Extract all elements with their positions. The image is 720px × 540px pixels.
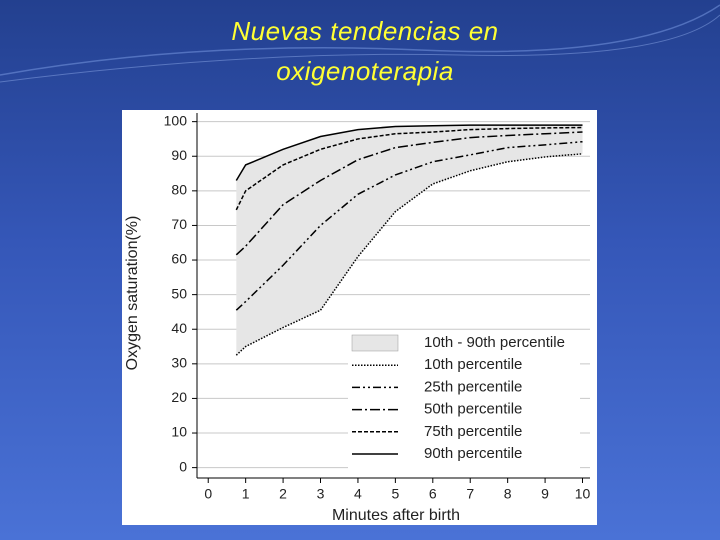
y-tick-label: 70 [171,216,187,232]
legend-swatch [351,334,399,352]
x-tick-label: 8 [504,486,512,502]
x-tick-label: 2 [279,486,287,502]
x-axis-label: Minutes after birth [332,507,460,524]
legend-box [348,330,580,470]
percentile-line [235,153,583,356]
percentile-line [235,140,583,311]
x-tick-label: 10 [575,486,591,502]
x-tick-label: 3 [317,486,325,502]
y-tick-label: 30 [171,355,187,371]
legend-label: 75th percentile [424,423,522,440]
percentile-band [236,125,583,356]
slide-title: Nuevas tendencias en [231,16,499,46]
percentile-line [235,126,583,211]
y-tick-label: 20 [171,389,187,405]
y-tick-label: 0 [179,458,187,474]
decoration [0,4,720,83]
x-tick-label: 9 [541,486,549,502]
x-tick-label: 4 [354,486,362,502]
x-tick-label: 6 [429,486,437,502]
slide-title: oxigenoterapia [276,56,454,86]
percentile-line [235,124,583,181]
legend-label: 10th - 90th percentile [424,334,565,351]
y-tick-label: 50 [171,285,187,301]
percentile-line [235,131,583,256]
y-axis-label: Oxygen saturation(%) [124,216,141,371]
x-tick-label: 0 [204,486,212,502]
legend-label: 25th percentile [424,378,522,395]
legend-label: 10th percentile [424,356,522,373]
y-tick-label: 40 [171,320,187,336]
legend-label: 90th percentile [424,445,522,462]
x-tick-label: 7 [466,486,474,502]
legend-label: 50th percentile [424,401,522,418]
y-tick-label: 90 [171,147,187,163]
x-tick-label: 1 [242,486,250,502]
x-tick-label: 5 [391,486,399,502]
y-tick-label: 80 [171,182,187,198]
y-tick-label: 10 [171,424,187,440]
y-tick-label: 60 [171,251,187,267]
y-tick-label: 100 [164,112,188,128]
